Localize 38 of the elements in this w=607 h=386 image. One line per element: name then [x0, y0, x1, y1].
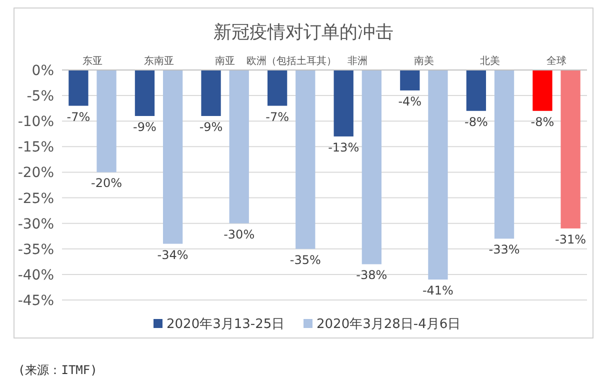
data-label: -8% — [530, 114, 554, 129]
data-label: -31% — [555, 232, 586, 246]
y-tick-label: -15% — [18, 140, 54, 156]
x-tick-label: 南美 — [414, 55, 434, 67]
y-tick-label: -20% — [18, 165, 54, 182]
x-tick-label: 东亚 — [82, 55, 102, 67]
data-label: -7% — [266, 110, 290, 124]
data-label: -38% — [356, 268, 388, 282]
y-tick-label: -45% — [18, 293, 54, 309]
x-tick-label: 非洲 — [348, 55, 368, 67]
y-tick-label: -30% — [18, 216, 54, 232]
data-label: -41% — [422, 284, 454, 298]
data-label: -20% — [91, 176, 122, 190]
y-tick-label: -35% — [18, 242, 54, 258]
y-tick-label: -5% — [26, 88, 54, 105]
x-tick-label: 欧洲（包括土耳其） — [246, 55, 336, 67]
x-tick-label: 南亚 — [215, 55, 236, 67]
data-label: -13% — [328, 140, 360, 154]
y-tick-label: -40% — [18, 267, 54, 284]
data-label: -34% — [157, 248, 188, 262]
text: (来源：ITMF) — [18, 363, 98, 377]
y-tick-label: -25% — [18, 190, 54, 207]
data-label: -9% — [199, 120, 223, 134]
data-label: -8% — [464, 114, 488, 129]
chart-title: 新冠疫情对订单的冲击 — [214, 22, 394, 43]
data-label: -4% — [398, 94, 422, 108]
y-tick-label: 0% — [32, 63, 54, 79]
data-label: -9% — [133, 120, 156, 134]
data-label: -33% — [488, 242, 520, 257]
legend-label: 2020年3月13-25日 — [166, 317, 285, 332]
data-label: -30% — [224, 227, 255, 242]
x-tick-label: 东南亚 — [144, 55, 174, 67]
legend-label: 2020年3月28日-4月6日 — [316, 317, 461, 332]
data-label: -35% — [290, 252, 321, 267]
x-tick-label: 北美 — [480, 55, 500, 67]
x-tick-label: 全球 — [546, 55, 567, 67]
data-label: -7% — [66, 110, 90, 124]
y-tick-label: -10% — [18, 114, 54, 130]
